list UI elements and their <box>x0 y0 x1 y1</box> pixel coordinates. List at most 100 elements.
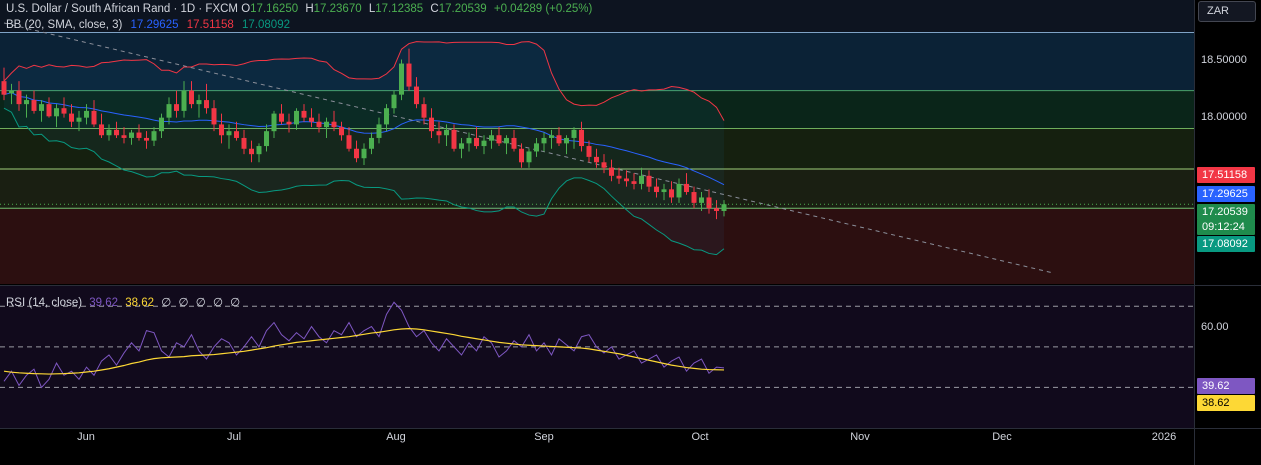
candle-body <box>399 63 404 95</box>
candle-body <box>84 110 89 118</box>
candle-body <box>609 167 614 176</box>
candle-body <box>414 86 419 105</box>
candle-body <box>39 104 44 111</box>
candle-body <box>459 143 464 149</box>
candle-body <box>369 137 374 149</box>
candle-body <box>189 90 194 105</box>
candle-body <box>211 108 217 125</box>
time-tick-label: Jun <box>77 431 95 443</box>
time-tick-label: Nov <box>850 431 870 443</box>
bb-basis-line <box>3 92 725 186</box>
candle-body <box>294 110 299 125</box>
ohlc-legend: U.S. Dollar / South African Rand · 1D · … <box>6 3 596 15</box>
currency-button[interactable]: ZAR <box>1198 1 1256 22</box>
price-zone <box>0 32 1194 91</box>
candle-body <box>166 104 172 118</box>
candle-body <box>99 124 104 136</box>
candle-body <box>151 131 157 141</box>
candle-body <box>556 135 562 144</box>
candle-body <box>219 124 224 136</box>
price-tick-label: 18.00000 <box>1201 111 1247 123</box>
candle-body <box>264 131 269 147</box>
candle-body <box>46 104 52 117</box>
candle-body <box>241 137 247 149</box>
rsi-extra-value: ∅ <box>178 297 189 309</box>
open-label: O <box>241 3 251 15</box>
upper-band-badge: 17.51158 <box>1197 167 1255 183</box>
rsi-value: 39.62 <box>89 297 119 309</box>
candle-body <box>196 100 202 105</box>
candle-body <box>624 178 629 182</box>
candle-body <box>256 146 262 155</box>
candle-body <box>504 137 509 144</box>
candle-body <box>661 189 667 193</box>
bb-lower-line <box>3 107 725 256</box>
time-tick-label: Jul <box>226 431 242 443</box>
candle-body <box>706 197 712 209</box>
candle-body <box>204 100 209 109</box>
candle-body <box>391 94 397 109</box>
candle-body <box>286 121 292 125</box>
candle-body <box>309 117 314 122</box>
symbol-title[interactable]: U.S. Dollar / South African Rand · 1D · … <box>6 3 238 15</box>
rsi-ma-badge: 38.62 <box>1197 395 1255 411</box>
candle-body <box>24 100 29 105</box>
bb-upper-value: 17.51158 <box>186 19 234 31</box>
candle-body <box>249 148 254 155</box>
candle-body <box>436 131 442 136</box>
candle-body <box>91 110 97 125</box>
candle-body <box>676 183 682 198</box>
low-value: 17.12385 <box>375 3 424 15</box>
bb-upper-line <box>3 41 725 121</box>
bb-basis-value: 17.29625 <box>130 19 179 31</box>
candle-body <box>301 110 307 118</box>
change-value: +0.04289 (+0.25%) <box>493 3 593 15</box>
candle-body <box>691 192 697 203</box>
candle-body <box>429 117 434 132</box>
candle-body <box>571 129 577 138</box>
candle-body <box>181 90 187 111</box>
candle-body <box>639 175 644 184</box>
rsi-line <box>3 301 725 389</box>
candle-body <box>114 129 119 136</box>
rsi-extra-value: ∅ <box>161 297 172 309</box>
time-tick-label: 2026 <box>1151 431 1177 443</box>
candle-body <box>534 143 539 152</box>
price-zone <box>0 169 1194 209</box>
candle-body <box>646 175 652 187</box>
candle-body <box>579 129 584 147</box>
candle-body <box>16 90 22 105</box>
candle-body <box>121 135 127 138</box>
candle-body <box>226 131 232 136</box>
candle-body <box>549 135 554 138</box>
candle-body <box>76 117 82 122</box>
candle-body <box>564 137 569 144</box>
candle-body <box>601 162 607 168</box>
candle-body <box>69 113 74 122</box>
candle-body <box>451 129 457 149</box>
candle-body <box>316 121 322 128</box>
candle-body <box>144 137 149 141</box>
price-zone <box>0 0 1194 33</box>
rsi-pane-background <box>0 286 1194 428</box>
candle-body <box>699 197 704 203</box>
candle-body <box>339 127 344 136</box>
high-value: 17.23670 <box>313 3 362 15</box>
rsi-badge: 39.62 <box>1197 378 1255 394</box>
high-label: H <box>305 3 314 15</box>
candle-body <box>61 108 67 114</box>
bb-label: BB (20, SMA, close, 3) <box>6 19 123 31</box>
price-tick-label: 18.50000 <box>1201 54 1247 66</box>
candle-body <box>129 132 134 138</box>
rsi-extra-value: ∅ <box>195 297 206 309</box>
candle-body <box>714 208 719 211</box>
bb-legend[interactable]: BB (20, SMA, close, 3) 17.29625 17.51158… <box>6 19 295 31</box>
rsi-ma-value: 38.62 <box>125 297 155 309</box>
rsi-legend[interactable]: RSI (14, close) 39.62 38.62 ∅ ∅ ∅ ∅ ∅ <box>6 295 244 309</box>
price-zone <box>0 208 1194 284</box>
candle-body <box>481 140 487 147</box>
rsi-label: RSI (14, close) <box>6 297 83 309</box>
candle-body <box>234 131 239 138</box>
time-tick-label: Aug <box>386 431 406 443</box>
